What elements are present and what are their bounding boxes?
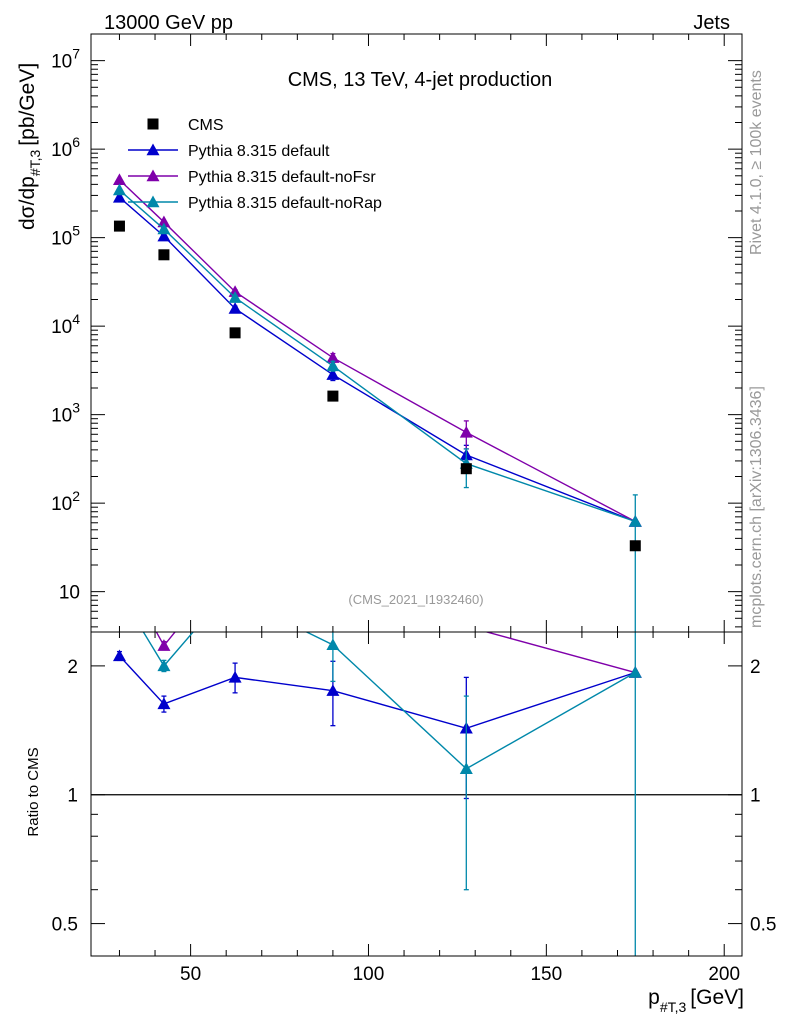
data-point-default [326,368,340,380]
ratio-axes: 50 100 150 200 0.5 0.5 1 1 2 2 [52,632,776,985]
data-point-cms [158,249,170,261]
x-tick-label: 200 [708,964,740,985]
collision-label: 13000 GeV pp [104,12,233,34]
main-y-tick-label: 103 [51,400,80,427]
data-point-noFsr [112,173,126,186]
legend-item-default: Pythia 8.315 default [128,143,330,160]
ratio-point-default [228,670,242,683]
x-tick-label: 150 [530,964,562,985]
ratio-point-default [157,697,171,710]
ratio-y-tick-label-right: 0.5 [750,915,776,936]
ratio-y-tick-label: 0.5 [52,915,78,936]
ratio-series-noFsr [155,632,642,678]
data-point-default [112,190,126,203]
legend-item-cms: CMS [147,117,224,134]
main-y-tick-label: 106 [51,134,80,161]
chart-title: CMS, 13 TeV, 4-jet production [288,69,553,91]
legend-label-noRap: Pythia 8.315 default-noRap [188,195,382,212]
series-noFsr [112,173,642,527]
series-line-noRap [118,189,636,523]
x-axis-label: p#T,3 [GeV] [648,986,744,1015]
data-point-cms [460,463,472,475]
legend-label-cms: CMS [188,117,224,134]
data-point-noRap [326,359,340,372]
data-point-noRap [628,515,642,527]
main-axes: 10 102 103 104 105 106 107 [51,33,742,632]
series-noRap [112,183,642,632]
series-default [112,190,642,527]
ratio-line-noFsr-tail [484,632,636,674]
main-y-label-text: dσ/dp [16,176,39,230]
data-point-cms [629,540,641,552]
data-point-cms [113,220,125,232]
legend-item-noRap: Pythia 8.315 default-noRap [128,195,382,212]
ratio-point-default [326,684,340,696]
data-point-noRap [228,291,242,303]
ratio-y-tick-label-right: 2 [750,657,761,678]
ratio-line-default [118,655,636,729]
data-point-cms [327,390,339,402]
data-point-cms [229,327,241,339]
legend-marker-cms [147,118,159,130]
ratio-y-tick-label-right: 1 [750,786,761,807]
series-line-noFsr [118,179,636,523]
data-point-noFsr [459,425,473,438]
main-series [112,173,642,632]
legend-label-noFsr: Pythia 8.315 default-noFsr [188,169,376,186]
legend-marker-default [146,143,160,156]
ratio-y-axis-label: Ratio to CMS [25,747,42,836]
main-y-tick-label: 102 [51,488,80,515]
svg-text:p#T,3[GeV]: p#T,3 [GeV] [648,986,744,1015]
x-label-subscript: #T,3 [660,999,687,1015]
legend-label-default: Pythia 8.315 default [188,143,330,160]
ratio-point-default [112,649,126,662]
x-label-unit: [GeV] [690,986,744,1009]
mcplots-source-label: mcplots.cern.ch [arXiv:1306.3436] [748,386,765,628]
category-label: Jets [693,12,730,34]
ratio-line-noFsr [155,632,176,647]
data-point-noFsr [157,215,171,228]
main-y-label-subscript: #T,3 [27,149,43,176]
ratio-line-noRap-tail [305,632,636,770]
analysis-id-label: (CMS_2021_I1932460) [348,592,483,607]
ratio-point-noRap [326,638,340,651]
ratio-point-noRap [157,659,171,672]
series-line-default [118,196,636,523]
main-y-axis-label: dσ/dp#T,3 [pb/GeV] [16,63,43,230]
data-point-noRap [112,183,126,196]
x-tick-label: 50 [180,964,201,985]
ratio-y-tick-label: 1 [67,786,78,807]
legend: CMS Pythia 8.315 default Pythia 8.315 defa… [128,117,382,212]
data-point-noFsr [326,351,340,363]
ratio-series-noRap [142,632,642,956]
svg-text:dσ/dp#T,3[pb/GeV]: dσ/dp#T,3 [pb/GeV] [16,63,43,230]
ratio-panel-frame [90,631,743,957]
x-label-text: p [648,986,660,1009]
main-y-label-unit: [pb/GeV] [16,63,39,146]
ratio-line-noRap [142,632,195,668]
data-point-noRap [157,222,171,235]
ratio-point-noFsr [157,639,171,651]
main-y-tick-label: 105 [51,223,80,250]
ratio-point-noRap [628,666,642,678]
legend-marker-noRap [146,195,160,208]
ratio-y-tick-label: 2 [67,657,78,678]
ratio-series-default [112,649,642,800]
ratio-series [112,632,642,956]
main-y-tick-label: 107 [51,46,80,73]
main-y-tick-label: 10 [59,583,80,604]
data-point-default [228,302,242,314]
x-tick-label: 100 [353,964,385,985]
rivet-version-label: Rivet 4.1.0, ≥ 100k events [748,70,765,255]
main-y-tick-label: 104 [51,311,80,338]
legend-marker-noFsr [146,169,160,182]
legend-item-noFsr: Pythia 8.315 default-noFsr [128,169,376,186]
ratio-point-noRap [459,762,473,774]
data-point-default [157,229,171,242]
series-cms [113,220,641,552]
